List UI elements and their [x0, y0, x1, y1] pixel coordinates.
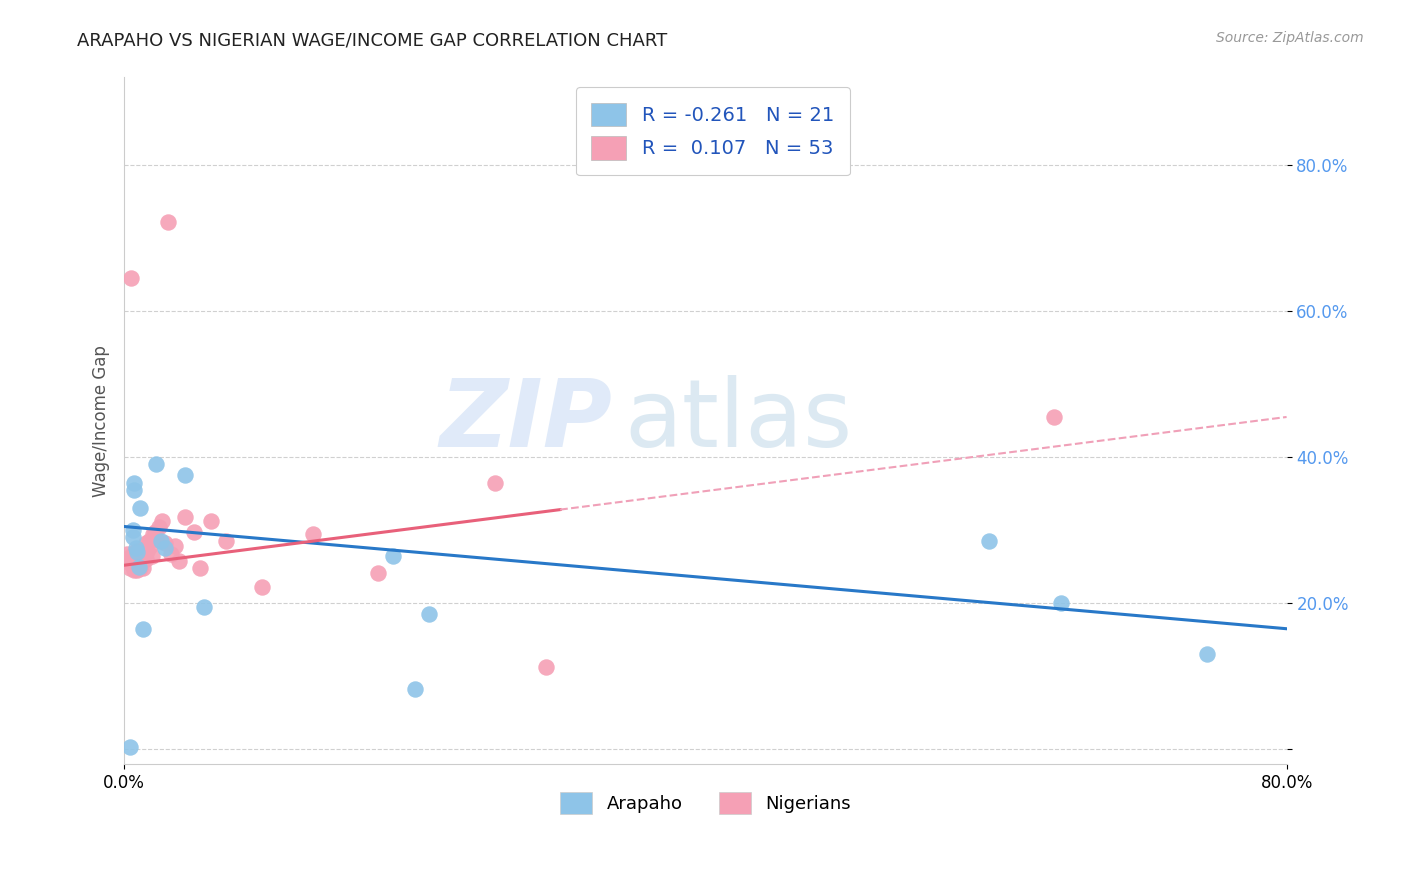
Point [153, 541, 176, 556]
Point [141, 549, 163, 563]
Point [367, 566, 389, 580]
Point [129, 501, 152, 516]
Text: ZIP: ZIP [440, 375, 613, 467]
Point [115, 547, 138, 561]
Point [122, 552, 145, 566]
Point [125, 543, 148, 558]
Point [534, 660, 557, 674]
Point [122, 556, 145, 570]
Point [121, 549, 143, 563]
Point [215, 534, 238, 549]
Point [156, 215, 179, 229]
Point [121, 271, 143, 285]
Text: Source: ZipAtlas.com: Source: ZipAtlas.com [1216, 31, 1364, 45]
Point [1195, 648, 1218, 662]
Point [136, 543, 159, 558]
Point [131, 549, 153, 563]
Text: atlas: atlas [624, 375, 852, 467]
Point [135, 536, 157, 550]
Point [132, 561, 155, 575]
Legend: Arapaho, Nigerians: Arapaho, Nigerians [551, 783, 860, 823]
Point [252, 580, 274, 594]
Point [142, 526, 165, 541]
Point [134, 547, 156, 561]
Point [150, 515, 173, 529]
Point [124, 554, 146, 568]
Point [129, 554, 152, 568]
Point [128, 559, 150, 574]
Point [118, 556, 141, 570]
Point [143, 524, 166, 539]
Y-axis label: Wage/Income Gap: Wage/Income Gap [93, 344, 110, 497]
Point [131, 543, 153, 558]
Point [159, 547, 181, 561]
Point [118, 561, 141, 575]
Point [121, 554, 143, 568]
Point [127, 563, 149, 577]
Point [125, 541, 148, 556]
Point [153, 536, 176, 550]
Point [122, 531, 145, 545]
Point [484, 475, 506, 490]
Point [977, 534, 1000, 549]
Point [149, 534, 172, 549]
Point [118, 739, 141, 754]
Point [122, 523, 145, 537]
Point [138, 534, 160, 549]
Point [117, 552, 139, 566]
Point [165, 539, 187, 553]
Point [174, 510, 197, 524]
Point [382, 549, 405, 563]
Point [418, 607, 440, 621]
Text: ARAPAHO VS NIGERIAN WAGE/INCOME GAP CORRELATION CHART: ARAPAHO VS NIGERIAN WAGE/INCOME GAP CORR… [77, 31, 668, 49]
Point [139, 539, 162, 553]
Point [302, 526, 325, 541]
Point [174, 468, 197, 483]
Point [193, 599, 215, 614]
Point [124, 483, 146, 497]
Point [1043, 409, 1066, 424]
Point [404, 682, 426, 697]
Point [145, 458, 167, 472]
Point [148, 519, 170, 533]
Point [124, 561, 146, 575]
Point [127, 554, 149, 568]
Point [132, 622, 155, 636]
Point [124, 475, 146, 490]
Point [128, 543, 150, 558]
Point [125, 552, 148, 566]
Point [127, 545, 149, 559]
Point [124, 563, 146, 577]
Point [200, 515, 222, 529]
Point [128, 547, 150, 561]
Point [169, 554, 191, 568]
Point [145, 532, 167, 546]
Point [188, 561, 211, 575]
Point [132, 552, 155, 566]
Point [1050, 596, 1073, 610]
Point [129, 561, 152, 575]
Point [135, 552, 157, 566]
Point [183, 524, 205, 539]
Point [125, 561, 148, 575]
